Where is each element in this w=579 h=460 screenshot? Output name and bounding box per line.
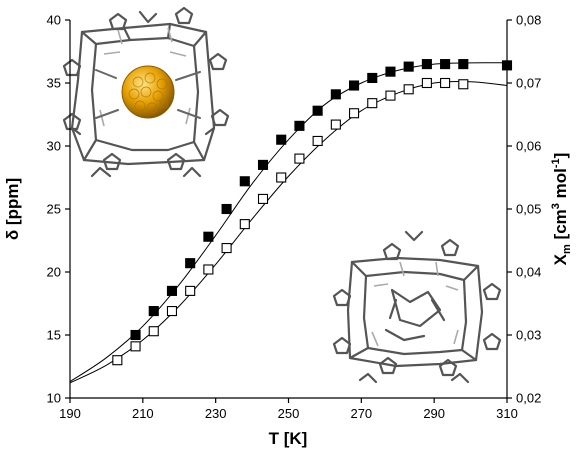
y2-tick-label: 0,04 xyxy=(516,265,541,280)
x-tick-label: 190 xyxy=(59,406,81,421)
filled-square-point xyxy=(221,203,232,215)
filled-square-point xyxy=(257,159,269,170)
x-tick-label: 250 xyxy=(278,406,300,421)
open-square-point xyxy=(221,243,232,254)
x-tick-label: 230 xyxy=(205,406,227,421)
y-axis-label-left: δ [ppm] xyxy=(3,178,22,240)
open-square-point xyxy=(330,119,341,130)
y2-label-end: ] xyxy=(551,153,570,159)
open-square-point xyxy=(203,264,214,275)
y-axis-label-right: Xm [cm3 mol-1] xyxy=(550,153,573,266)
y-tick-label: 25 xyxy=(47,202,61,217)
y2-label-mid: mol xyxy=(551,168,570,203)
y-tick-label: 40 xyxy=(47,13,61,28)
open-square-point xyxy=(440,77,451,89)
y2-tick-label: 0,03 xyxy=(516,328,541,343)
y2-tick-label: 0,07 xyxy=(516,76,541,91)
x-tick-label: 210 xyxy=(132,406,154,421)
data-points xyxy=(112,59,513,366)
open-square-point xyxy=(312,135,323,147)
open-square-point xyxy=(257,193,269,204)
y-tick-label: 30 xyxy=(47,139,61,154)
filled-square-point xyxy=(166,285,178,296)
filled-square-point xyxy=(385,66,396,77)
filled-square-point xyxy=(421,59,432,70)
y2-tick-label: 0,08 xyxy=(516,13,541,28)
y-tick-label: 10 xyxy=(47,391,61,406)
open-square-point xyxy=(421,77,432,89)
filled-square-point xyxy=(185,258,196,269)
y2-tick-label: 0,02 xyxy=(516,391,541,406)
filled-square-point xyxy=(203,231,214,242)
filled-square-point xyxy=(276,134,287,145)
y2-tick-label: 0,06 xyxy=(516,139,541,154)
inset-empty-cage xyxy=(332,230,502,384)
open-square-point xyxy=(348,108,360,119)
y2-label-base: X xyxy=(551,253,570,265)
filled-square-point xyxy=(312,105,323,116)
filled-square-point xyxy=(367,72,378,84)
y-tick-label: 20 xyxy=(47,265,61,280)
x-tick-label: 290 xyxy=(423,406,445,421)
fit-curves xyxy=(69,62,508,384)
filled-square-point xyxy=(348,80,360,91)
fit-curve-2 xyxy=(69,80,508,384)
y2-label-sup1: 3 xyxy=(550,203,562,209)
filled-square-point xyxy=(294,120,305,131)
filled-square-point xyxy=(403,61,414,72)
inset-host-guest-cage xyxy=(62,6,230,178)
filled-square-point xyxy=(330,89,341,100)
x-axis-label: T [K] xyxy=(269,429,308,448)
filled-square-point xyxy=(440,59,451,70)
fit-curve-1 xyxy=(69,62,508,383)
filled-square-point xyxy=(130,329,141,341)
y2-tick-label: 0,05 xyxy=(516,202,541,217)
filled-square-point xyxy=(458,59,469,70)
open-square-point xyxy=(458,79,469,90)
open-square-point xyxy=(112,355,123,366)
y-tick-label: 15 xyxy=(47,328,61,343)
open-square-point xyxy=(367,98,378,109)
x-tick-label: 270 xyxy=(350,406,372,421)
open-square-point xyxy=(130,341,141,352)
open-square-point xyxy=(239,219,250,230)
open-square-point xyxy=(294,153,305,164)
y2-label-sub: m xyxy=(561,244,573,254)
filled-square-point xyxy=(501,60,513,71)
y2-label-sup2: -1 xyxy=(550,158,562,168)
x-tick-label: 310 xyxy=(496,406,518,421)
open-square-point xyxy=(166,306,178,317)
open-square-point xyxy=(185,285,196,296)
y-tick-label: 35 xyxy=(47,76,61,91)
y2-label-text: [cm xyxy=(551,209,570,244)
open-square-point xyxy=(385,90,396,101)
filled-square-point xyxy=(239,176,250,187)
filled-square-point xyxy=(148,306,159,317)
open-square-point xyxy=(276,172,287,183)
open-square-point xyxy=(148,326,159,337)
ticks-layer: 190 210 230 250 270 290 310 10 15 20 25 30 35 40 0,02 0… xyxy=(47,13,542,422)
open-square-point xyxy=(403,84,414,95)
